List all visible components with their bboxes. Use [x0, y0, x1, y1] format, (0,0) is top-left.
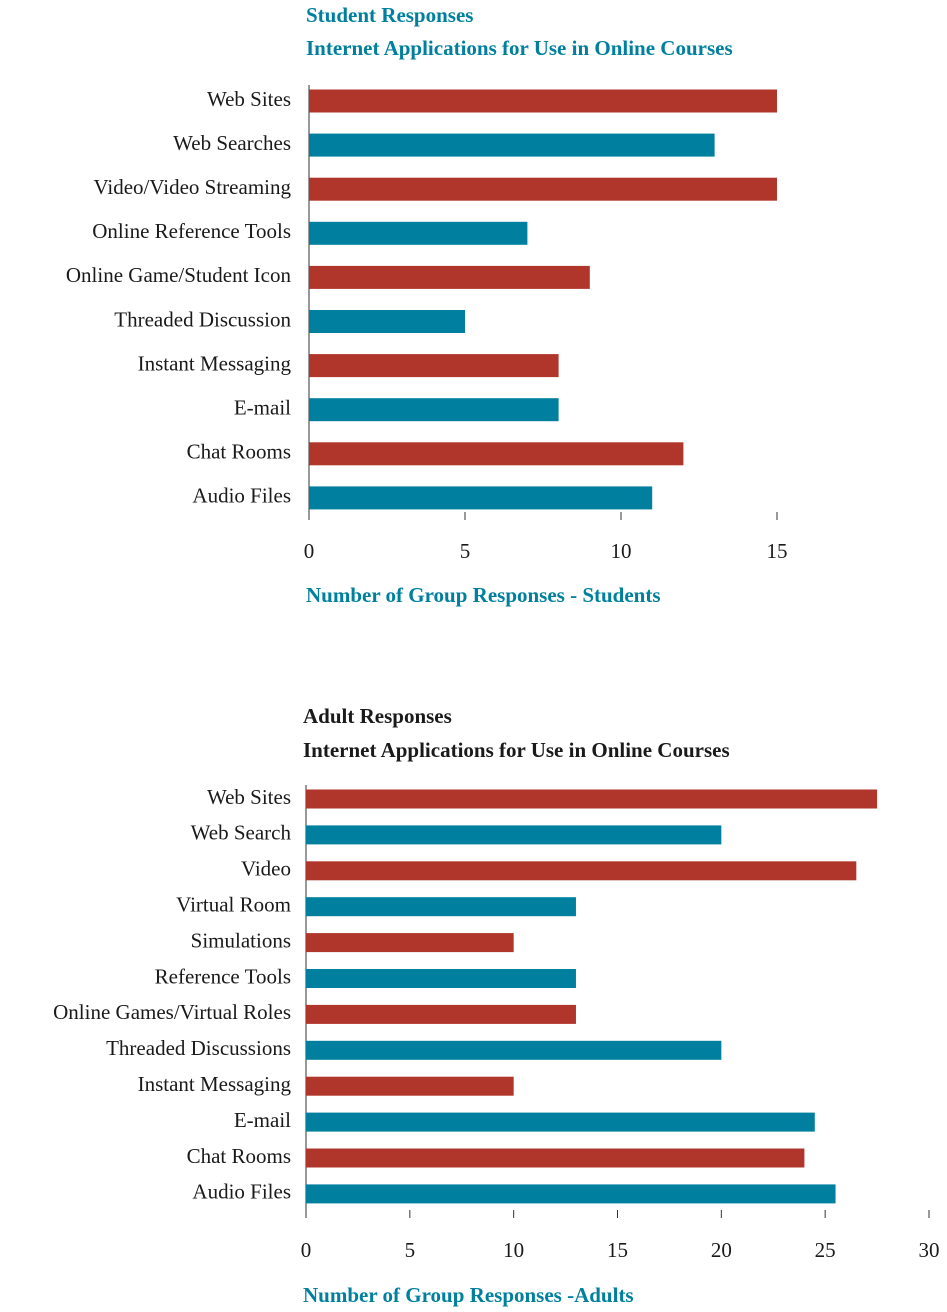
category-label: Online Game/Student Icon — [66, 263, 292, 287]
x-tick-label: 10 — [503, 1238, 524, 1262]
x-tick-label: 30 — [919, 1238, 940, 1262]
x-tick-label: 5 — [405, 1238, 416, 1262]
x-axis-label: Number of Group Responses -Adults — [303, 1283, 634, 1307]
bar — [309, 221, 528, 245]
chart-title: Student Responses — [306, 3, 473, 27]
bar — [306, 789, 878, 809]
x-axis-label: Number of Group Responses - Students — [306, 583, 661, 607]
category-label: Chat Rooms — [187, 1144, 291, 1168]
category-label: Audio Files — [192, 484, 291, 508]
bar — [309, 133, 715, 157]
x-tick-label: 0 — [301, 1238, 312, 1262]
category-label: Instant Messaging — [138, 351, 292, 375]
category-label: Audio Files — [192, 1180, 291, 1204]
bar — [309, 354, 559, 378]
category-label: Web Searches — [173, 131, 291, 155]
bar — [306, 933, 514, 953]
category-label: Reference Tools — [155, 964, 291, 988]
bar — [306, 1040, 722, 1060]
category-label: Web Sites — [207, 87, 291, 111]
category-label: E-mail — [234, 396, 291, 420]
category-label: Web Search — [191, 821, 292, 845]
x-tick-label: 5 — [460, 539, 471, 563]
bar — [309, 310, 465, 333]
x-tick-label: 20 — [711, 1238, 732, 1262]
bar — [309, 486, 653, 510]
bar — [309, 177, 777, 201]
bar — [306, 1004, 576, 1024]
category-label: Video/Video Streaming — [93, 175, 291, 199]
chart-title: Adult Responses — [303, 704, 452, 728]
category-label: E-mail — [234, 1108, 291, 1132]
category-label: Chat Rooms — [187, 440, 291, 464]
x-tick-label: 0 — [304, 539, 315, 563]
chart-subtitle: Internet Applications for Use in Online … — [306, 36, 733, 60]
bar — [306, 1076, 514, 1096]
x-tick-label: 15 — [767, 539, 788, 563]
x-tick-label: 10 — [611, 539, 632, 563]
category-label: Video — [241, 857, 291, 881]
x-tick-label: 25 — [815, 1238, 836, 1262]
bar — [306, 861, 857, 881]
category-label: Virtual Room — [176, 893, 291, 917]
bar — [306, 969, 576, 988]
category-label: Threaded Discussion — [114, 307, 291, 331]
category-label: Web Sites — [207, 785, 291, 809]
bar — [306, 1112, 815, 1132]
x-tick-label: 15 — [607, 1238, 628, 1262]
bar — [306, 825, 722, 845]
bar — [309, 265, 590, 289]
category-label: Online Games/Virtual Roles — [53, 1000, 291, 1024]
category-label: Online Reference Tools — [92, 219, 291, 243]
category-label: Instant Messaging — [138, 1072, 292, 1096]
chart-subtitle: Internet Applications for Use in Online … — [303, 738, 730, 762]
bar — [309, 89, 777, 113]
bar — [306, 1184, 836, 1204]
bar — [306, 897, 576, 917]
bar — [306, 1148, 805, 1168]
bar — [309, 398, 559, 422]
category-label: Threaded Discussions — [106, 1036, 291, 1060]
category-label: Simulations — [191, 928, 291, 952]
bar — [309, 442, 684, 466]
